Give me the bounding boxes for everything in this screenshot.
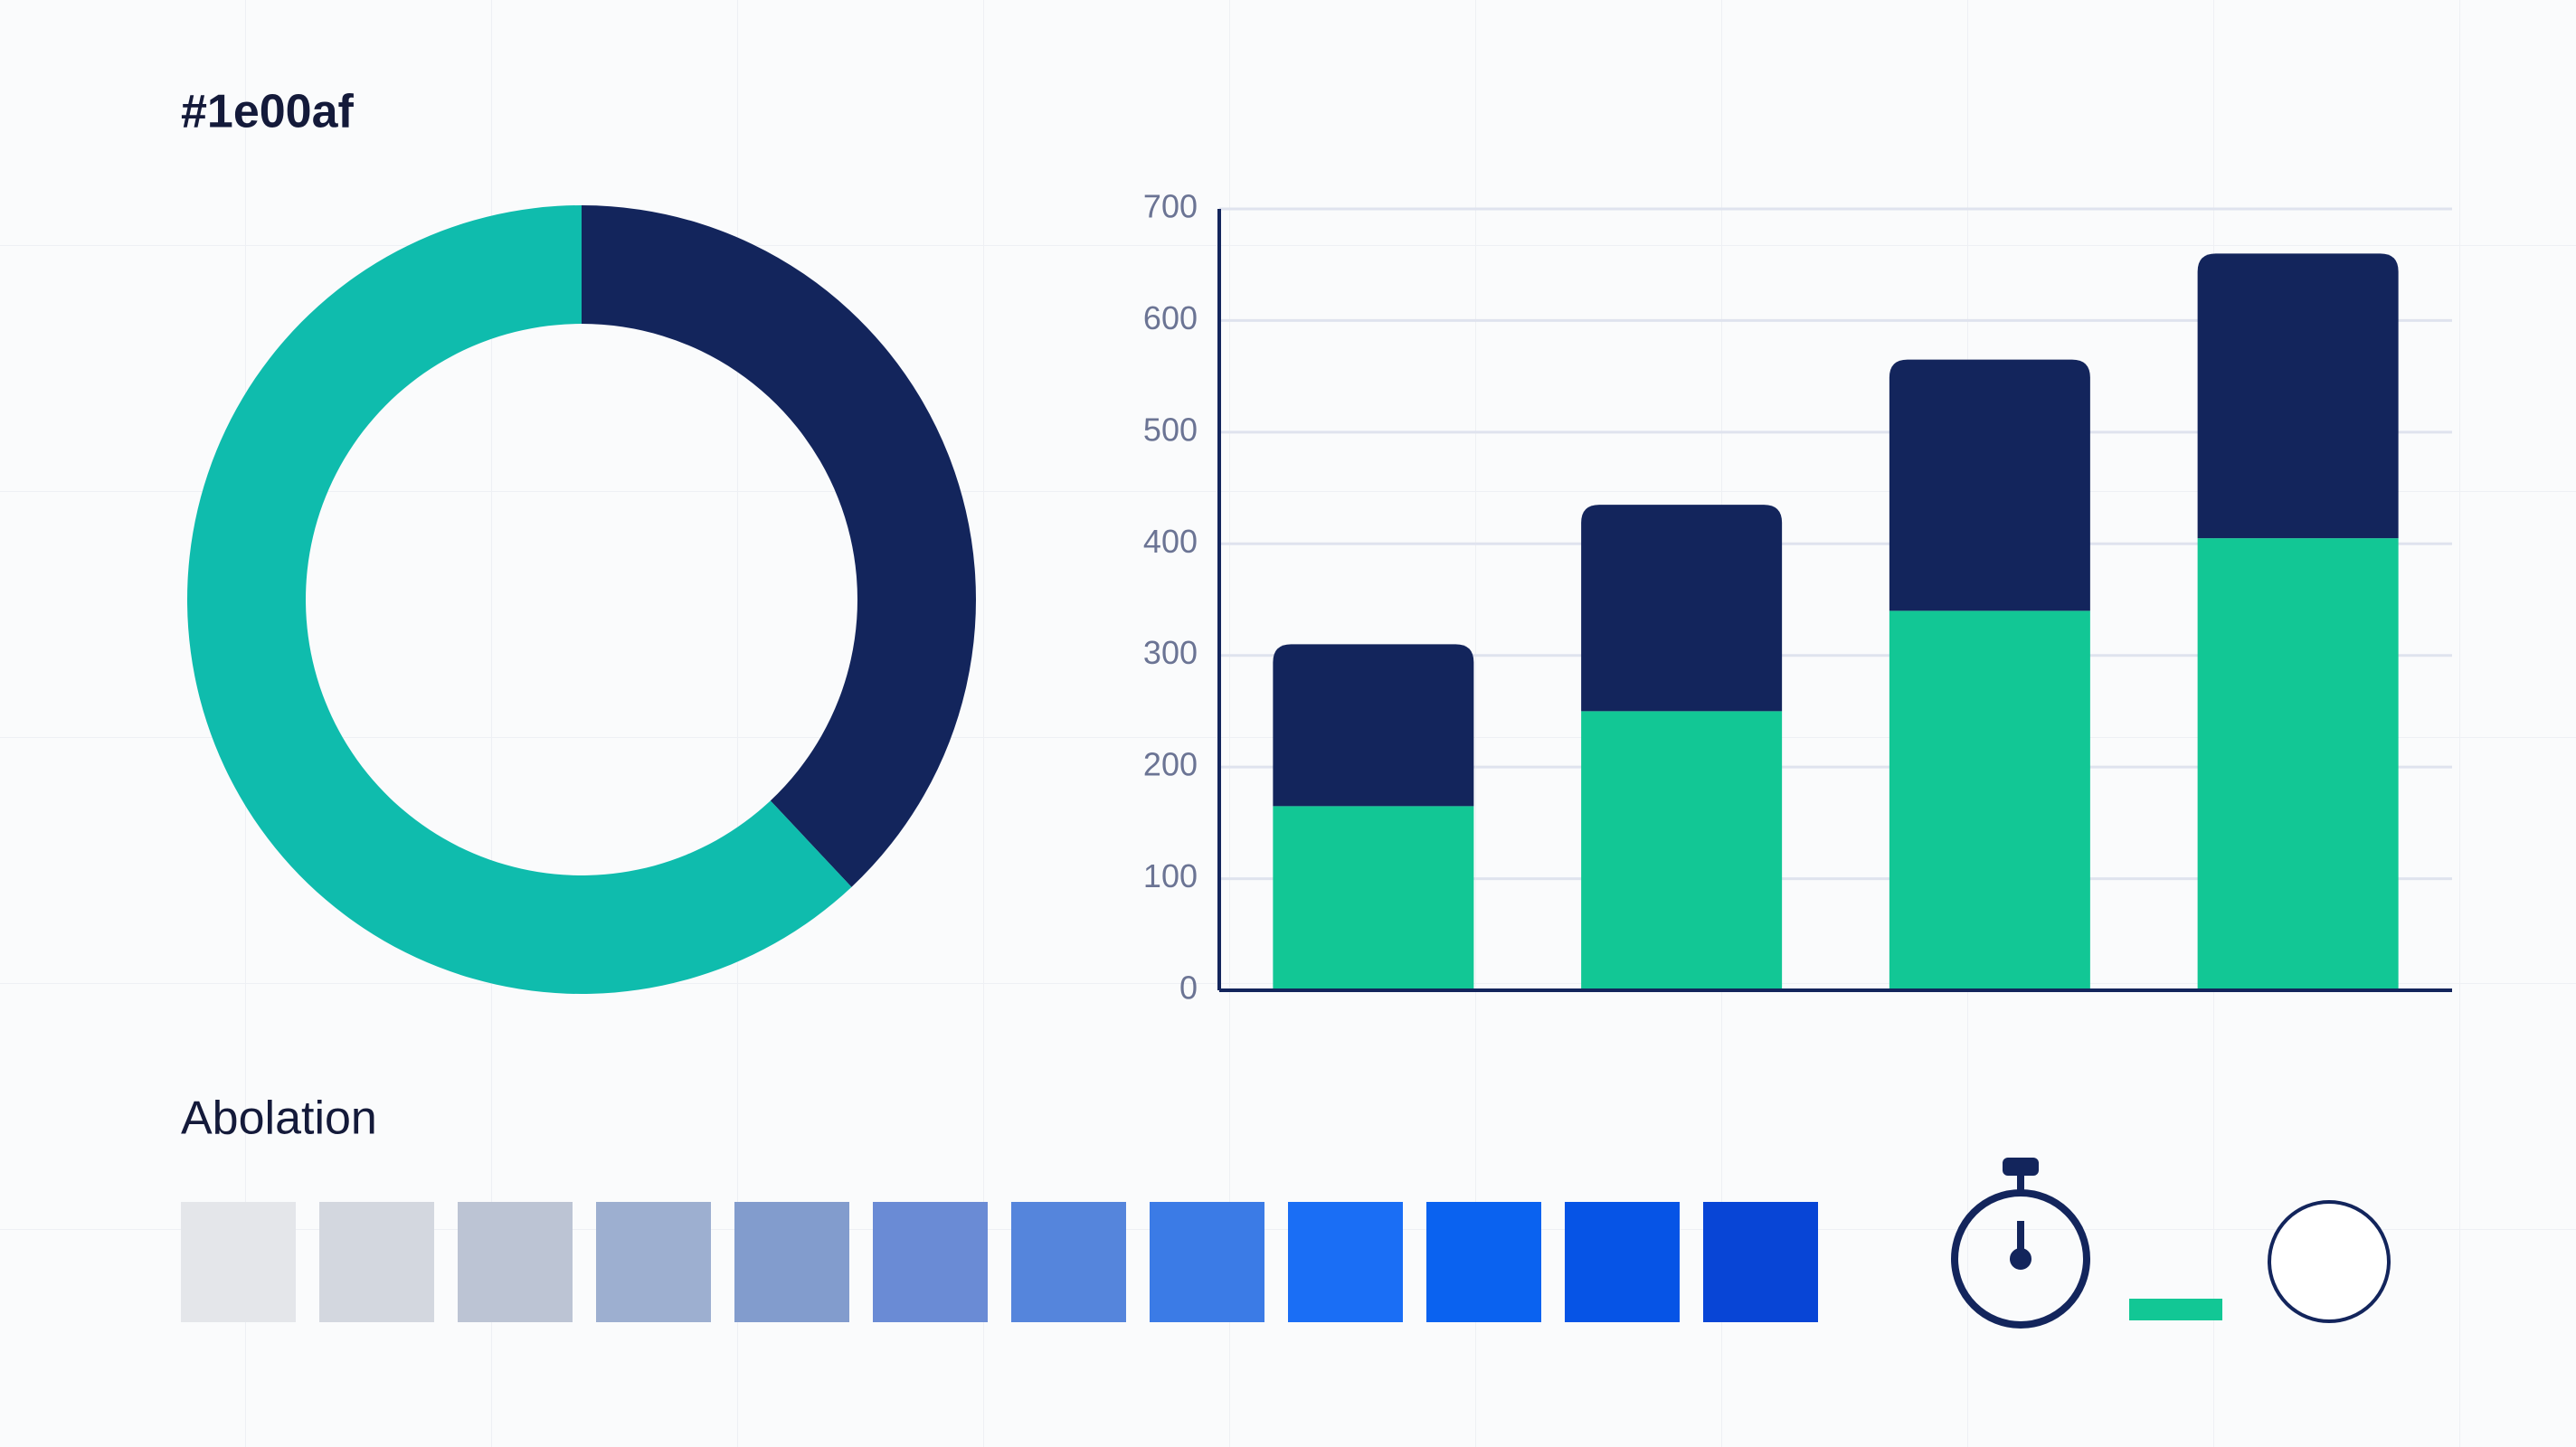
swatch: [1011, 1202, 1126, 1322]
swatch: [458, 1202, 573, 1322]
y-tick-label: 500: [1143, 411, 1198, 448]
bar-segment: [2197, 538, 2399, 990]
y-tick-label: 0: [1179, 969, 1198, 1007]
page-title: #1e00af: [181, 86, 355, 138]
bar-segment: [1273, 644, 1474, 807]
swatch: [1150, 1202, 1264, 1322]
swatch: [1426, 1202, 1541, 1322]
swatch: [181, 1202, 296, 1322]
bar-segment: [1581, 711, 1783, 990]
bar-segment: [2197, 253, 2399, 539]
stopwatch-icon: [1951, 1158, 2090, 1329]
swatch: [1288, 1202, 1403, 1322]
bar-segment: [1889, 610, 2090, 990]
bar-segment: [1581, 505, 1783, 712]
swatch: [1565, 1202, 1680, 1322]
bar-segment: [1273, 806, 1474, 990]
y-tick-label: 200: [1143, 746, 1198, 783]
swatch: [1703, 1202, 1818, 1322]
swatch: [734, 1202, 849, 1322]
palette-title: Abolation: [181, 1092, 377, 1145]
y-tick-label: 600: [1143, 299, 1198, 336]
y-tick-label: 700: [1143, 188, 1198, 225]
donut-segment: [186, 205, 852, 994]
y-tick-label: 400: [1143, 523, 1198, 560]
status-bar: [2129, 1299, 2222, 1320]
donut-segment: [582, 205, 976, 887]
swatch: [873, 1202, 988, 1322]
bar-segment: [1889, 359, 2090, 611]
y-tick-label: 300: [1143, 634, 1198, 671]
y-tick-label: 100: [1143, 857, 1198, 894]
swatch: [319, 1202, 434, 1322]
swatch: [596, 1202, 711, 1322]
radio-circle: [2268, 1200, 2391, 1323]
